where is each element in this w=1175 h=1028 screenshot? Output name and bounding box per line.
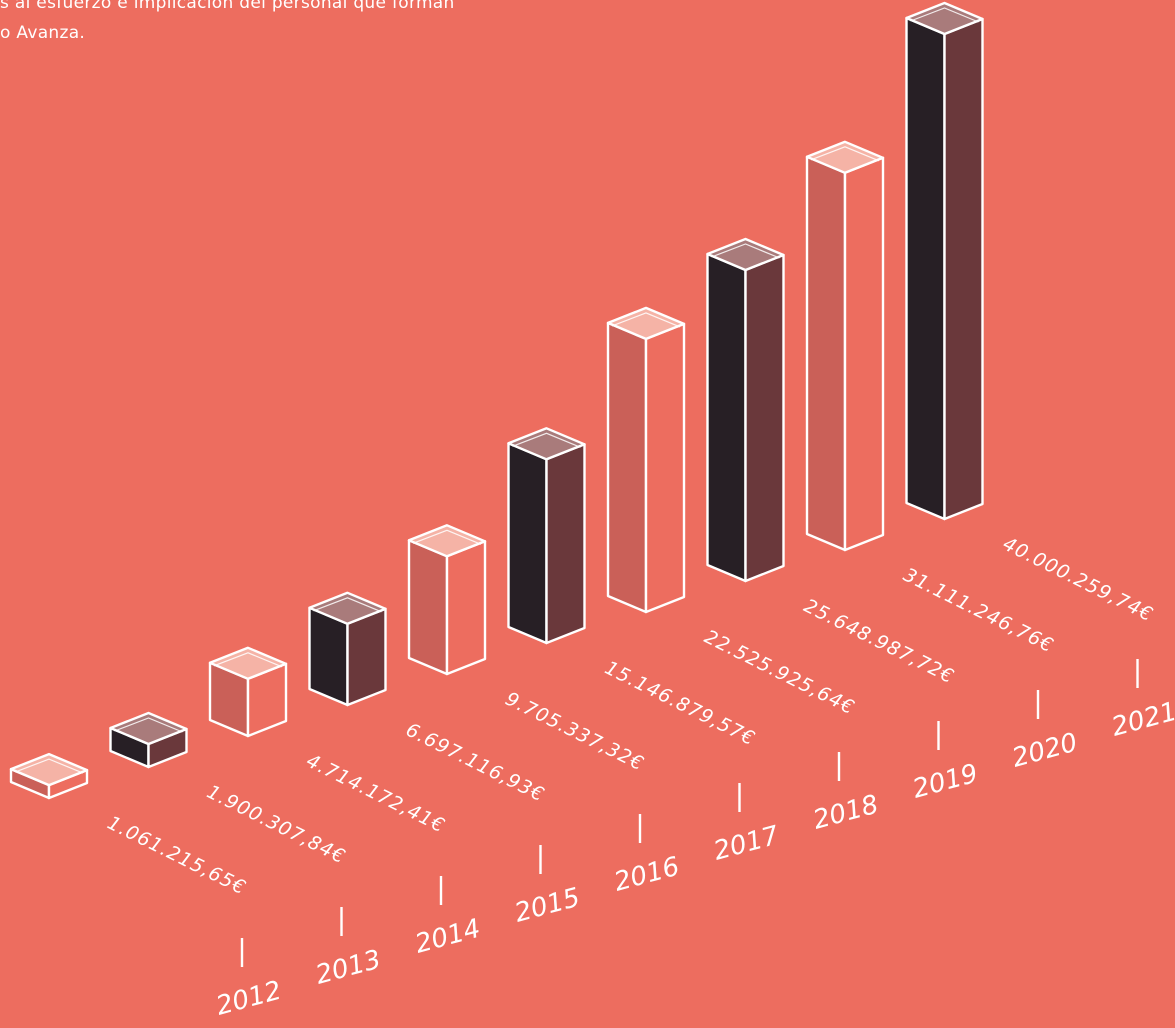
bar-top-face <box>905 1 984 36</box>
bar-left-face <box>507 442 548 645</box>
bar-top-inner-edge <box>711 243 780 259</box>
bar-2016 <box>407 524 487 676</box>
value-label-2019: 25.648.987,72€ <box>800 595 958 688</box>
bar-left-face <box>606 321 648 614</box>
bar-top-inner-edge <box>810 146 880 162</box>
bar-top-face <box>706 237 785 272</box>
bar-top-face <box>109 711 188 746</box>
bar-top-inner-edge <box>412 529 482 545</box>
intro-line-1: s al esfuerzo e implicación del personal… <box>0 0 455 13</box>
bar-top-inner-edge <box>14 758 84 774</box>
bar-right-face <box>744 253 785 583</box>
bar-2015 <box>308 591 387 707</box>
bar-2020 <box>805 140 885 552</box>
year-label-2019: 2019 <box>910 759 982 805</box>
bar-2014 <box>208 646 288 738</box>
value-label-2012: 1.061.215,65€ <box>104 812 250 900</box>
intro-line-2: o Avanza. <box>0 23 86 43</box>
bar-top-inner-edge <box>213 652 283 668</box>
bar-top-face <box>208 646 288 680</box>
value-label-2021: 40.000.259,74€ <box>999 533 1157 626</box>
year-label-2017: 2017 <box>711 821 783 867</box>
bar-2019 <box>706 237 785 583</box>
year-label-2015: 2015 <box>512 883 584 929</box>
year-label-2021: 2021 <box>1109 697 1175 743</box>
bar-right-face <box>545 443 586 645</box>
year-label-2014: 2014 <box>412 914 484 960</box>
bar-2018 <box>606 306 686 614</box>
bar-left-face <box>706 252 747 583</box>
bar-top-inner-edge <box>512 432 581 448</box>
bar-top-face <box>507 427 586 461</box>
bar-left-face <box>905 16 946 521</box>
bar-left-face <box>805 155 847 552</box>
bar-top-face <box>407 524 487 558</box>
bar-top-inner-edge <box>114 717 183 733</box>
bar-left-face <box>407 539 449 676</box>
bar-right-face <box>843 156 885 552</box>
bar-top-face <box>805 140 885 175</box>
bar-2013 <box>109 711 188 769</box>
value-label-2015: 6.697.116,93€ <box>402 719 548 807</box>
bar-right-face <box>644 322 686 614</box>
value-label-2018: 22.525.925,64€ <box>701 626 859 719</box>
year-label-2020: 2020 <box>1009 728 1081 774</box>
value-label-2014: 4.714.172,41€ <box>303 750 449 838</box>
bar-top-face <box>308 591 387 625</box>
bar-right-face <box>943 17 984 521</box>
value-label-2020: 31.111.246,76€ <box>900 564 1058 657</box>
year-label-2012: 2012 <box>213 976 285 1022</box>
bar-top-inner-edge <box>611 312 681 328</box>
bar-2021 <box>905 1 984 521</box>
bar-right-face <box>445 540 487 676</box>
bar-2017 <box>507 427 586 645</box>
value-label-2013: 1.900.307,84€ <box>203 781 349 869</box>
bar-top-inner-edge <box>313 597 382 613</box>
year-label-2016: 2016 <box>611 852 683 898</box>
bar-top-face <box>9 752 89 787</box>
bar-right-face <box>346 607 387 707</box>
value-label-2016: 9.705.337,32€ <box>502 688 648 776</box>
year-label-2018: 2018 <box>810 790 882 836</box>
value-label-2017: 15.146.879,57€ <box>601 657 759 750</box>
intro-text: s al esfuerzo e implicación del personal… <box>0 0 560 48</box>
bar-2012 <box>9 752 89 800</box>
bar-top-face <box>606 306 686 341</box>
bar-top-inner-edge <box>910 7 979 23</box>
year-label-2013: 2013 <box>313 945 385 991</box>
